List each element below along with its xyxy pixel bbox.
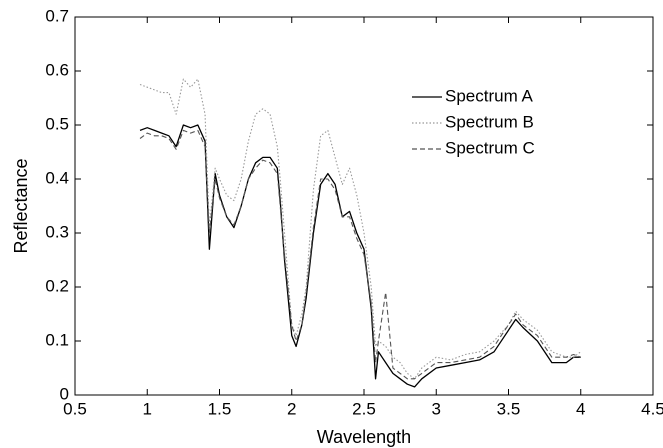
legend-label: Spectrum C bbox=[445, 138, 535, 157]
x-tick-label: 2 bbox=[287, 399, 296, 418]
y-tick-label: 0.1 bbox=[45, 330, 69, 349]
plot-frame bbox=[74, 16, 654, 396]
y-tick-label: 0.3 bbox=[45, 222, 69, 241]
x-tick-label: 2.5 bbox=[352, 399, 376, 418]
y-tick-label: 0.6 bbox=[45, 60, 69, 79]
y-tick-label: 0.2 bbox=[45, 276, 69, 295]
x-tick-label: 1 bbox=[143, 399, 152, 418]
x-tick-label: 4.5 bbox=[641, 399, 663, 418]
x-tick-label: 0.5 bbox=[63, 399, 87, 418]
x-tick-label: 3 bbox=[432, 399, 441, 418]
x-tick-label: 3.5 bbox=[497, 399, 521, 418]
legend-label: Spectrum B bbox=[445, 112, 534, 131]
y-tick-label: 0.7 bbox=[45, 6, 69, 25]
x-axis-title: Wavelength bbox=[317, 427, 411, 447]
y-tick-label: 0 bbox=[60, 384, 69, 403]
series-line bbox=[139, 129, 581, 380]
y-axis-title: Reflectance bbox=[11, 158, 31, 253]
x-tick-label: 4 bbox=[576, 399, 585, 418]
y-tick-label: 0.4 bbox=[45, 168, 69, 187]
x-tick-label: 1.5 bbox=[208, 399, 232, 418]
y-tick-label: 0.5 bbox=[45, 114, 69, 133]
legend-label: Spectrum A bbox=[445, 86, 534, 105]
